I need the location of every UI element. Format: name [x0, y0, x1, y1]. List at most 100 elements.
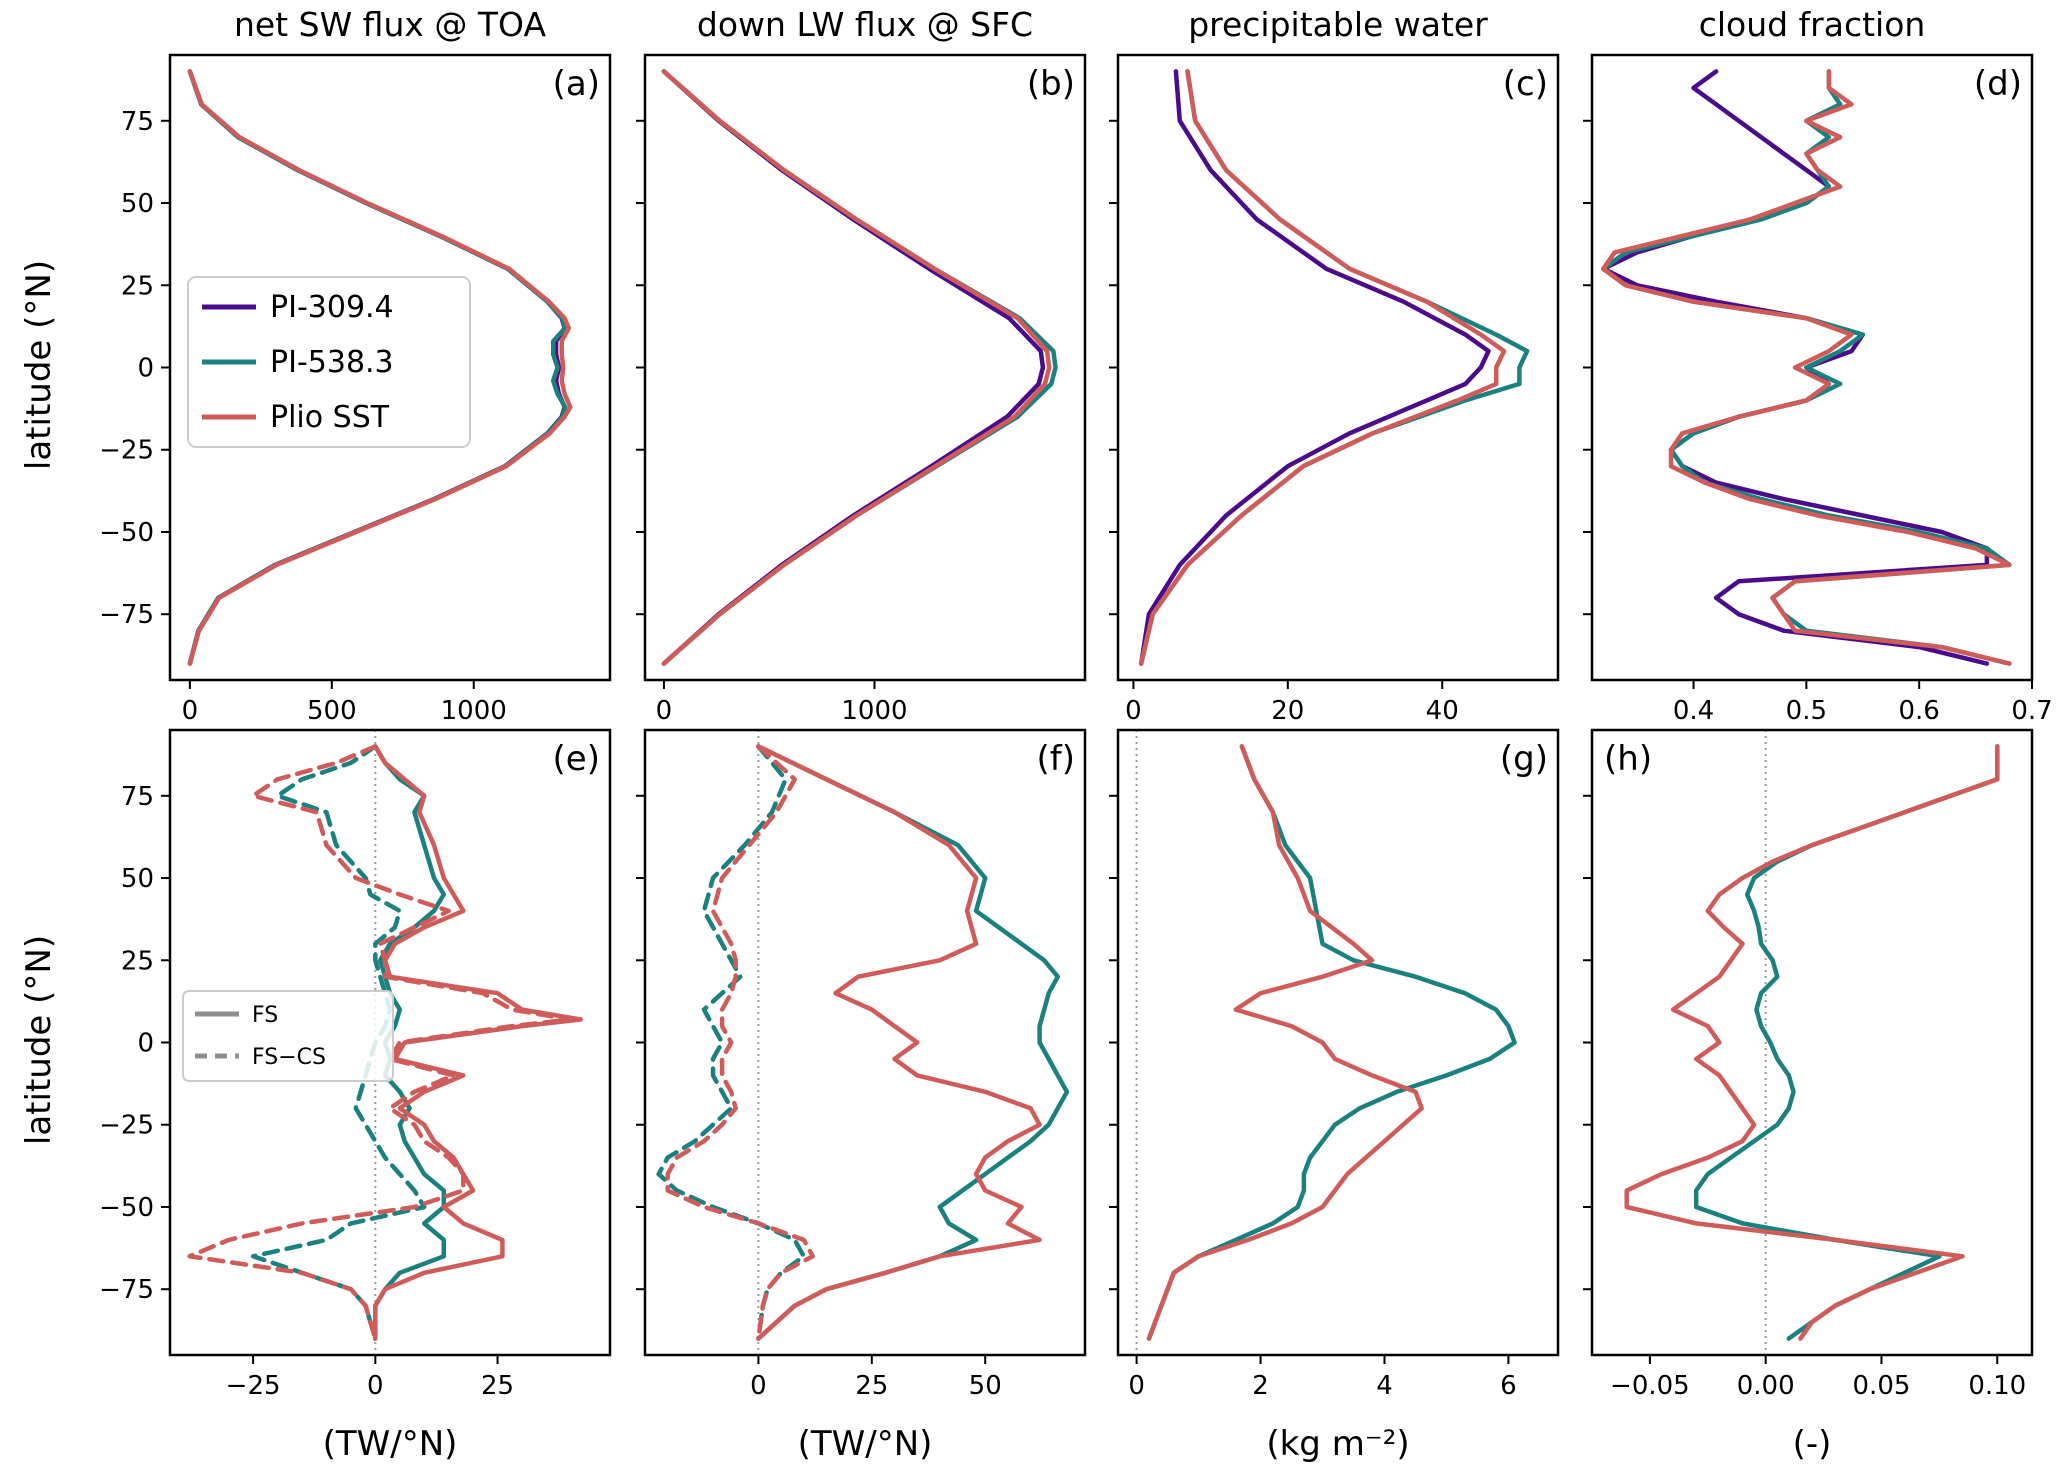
panel-e: 75 50 25 0 −25 −50 −75 −25 0 25 (TW/°N) (e) [99, 728, 612, 1464]
series-h-plio-sst [1624, 744, 2000, 1341]
xtick-label: 0.5 [1786, 696, 1827, 726]
series-e-plio-sst-fs-cs [187, 744, 574, 1341]
panel-label: (c) [1503, 64, 1548, 104]
panel-title: cloud fraction [1699, 5, 1926, 44]
xtick-label: 50 [969, 1371, 1002, 1401]
panel-g: 0 2 4 6 (kg m⁻²) (g) [1109, 728, 1560, 1464]
ytick-label: 0 [137, 354, 154, 384]
xtick-label: 0 [1128, 1371, 1145, 1401]
ytick-label: 75 [121, 107, 154, 137]
panel-f: 0 25 50 (TW/°N) (f) [636, 728, 1087, 1464]
legend-entry: PI-538.3 [270, 345, 394, 380]
xtick-label: 0 [656, 696, 673, 726]
legend-bottom: FS FS−CS [182, 990, 394, 1082]
panel-d: 0.4 0.5 0.6 0.7 cloud fraction (d) [1583, 5, 2053, 726]
panel-label: (b) [1027, 64, 1075, 104]
xtick-label: 500 [307, 696, 357, 726]
xtick-label: −25 [226, 1371, 281, 1401]
ytick-label: −75 [99, 1275, 154, 1305]
xtick-label: 0 [367, 1371, 384, 1401]
ytick-label: 75 [121, 782, 154, 812]
panel-label: (e) [553, 739, 600, 779]
series-h-pi-538-3 [1693, 744, 2000, 1341]
xtick-label: 0.4 [1673, 696, 1714, 726]
xtick-label: 20 [1271, 696, 1304, 726]
xtick-label: 4 [1376, 1371, 1393, 1401]
panel-label: (f) [1037, 739, 1076, 779]
ytick-label: −50 [99, 518, 154, 548]
xtick-label: 25 [481, 1371, 514, 1401]
legend-top: PI-309.4 PI-538.3 Plio SST [187, 276, 471, 448]
ytick-label: −50 [99, 1193, 154, 1223]
series-a-plio-sst [187, 69, 573, 666]
panel-xlabel: (TW/°N) [323, 1424, 458, 1464]
series-f-plio-sst-fs-cs [665, 744, 816, 1341]
series-e-plio-sst-fs [373, 744, 583, 1341]
ytick-label: 25 [121, 946, 154, 976]
series-b-pi-538-3 [661, 69, 1058, 666]
legend-entry: FS [252, 1003, 278, 1028]
series-g-plio-sst [1146, 744, 1424, 1341]
ylabel-top: latitude (°N) [19, 260, 59, 470]
xtick-label: 0 [750, 1371, 767, 1401]
axes-frame [643, 728, 1087, 1357]
xtick-label: 0.05 [1853, 1371, 1911, 1401]
xtick-label: 0 [1125, 696, 1142, 726]
xtick-label: 6 [1500, 1371, 1517, 1401]
xtick-label: 1000 [441, 696, 507, 726]
ytick-label: −25 [99, 1111, 154, 1141]
panel-label: (g) [1500, 739, 1548, 779]
series-c-pi-538-3 [1138, 69, 1530, 666]
xtick-label: 1000 [841, 696, 907, 726]
panel-title: net SW flux @ TOA [234, 5, 546, 44]
panel-b: 0 1000 down LW flux @ SFC (b) [636, 5, 1087, 726]
axes-frame [1116, 728, 1560, 1357]
series-d-plio-sst [1601, 69, 2012, 666]
xtick-label: 0 [182, 696, 199, 726]
ytick-label: 0 [137, 1029, 154, 1059]
xtick-label: 25 [855, 1371, 888, 1401]
ylabel-bottom: latitude (°N) [19, 935, 59, 1145]
ytick-label: 50 [121, 864, 154, 894]
series-f-pi-538-3-fs [756, 744, 1070, 1341]
panel-label: (a) [553, 64, 600, 104]
ytick-label: −25 [99, 436, 154, 466]
series-b-plio-sst [661, 69, 1052, 666]
series-f-pi-538-3-fs-cs [656, 744, 807, 1341]
legend-entry: FS−CS [252, 1045, 326, 1070]
ytick-label: 25 [121, 271, 154, 301]
axes-frame [1590, 728, 2034, 1357]
xtick-label: 0.00 [1737, 1371, 1795, 1401]
axes-frame [643, 53, 1087, 682]
legend-entry: Plio SST [270, 400, 390, 435]
series-b-pi-309-4 [661, 69, 1046, 666]
xtick-label: 0.7 [2011, 696, 2052, 726]
legend-frame [187, 276, 471, 448]
panel-title: precipitable water [1188, 5, 1488, 44]
xtick-label: 0.10 [1968, 1371, 2026, 1401]
panel-c: 0 20 40 precipitable water (c) [1109, 5, 1560, 726]
series-g-pi-538-3 [1146, 744, 1517, 1341]
series-c-pi-309-4 [1138, 69, 1491, 666]
xtick-label: 40 [1426, 696, 1459, 726]
legend-entry: PI-309.4 [270, 290, 394, 325]
ytick-label: 50 [121, 189, 154, 219]
xtick-label: 0.6 [1898, 696, 1939, 726]
xtick-label: 2 [1252, 1371, 1269, 1401]
panel-xlabel: (kg m⁻²) [1266, 1424, 1409, 1464]
axes-frame [1116, 53, 1560, 682]
panel-a: 75 50 25 0 −25 −50 −75 0 500 1000 net SW flux @ TO… [99, 5, 612, 726]
ytick-label: −75 [99, 600, 154, 630]
panel-label: (h) [1604, 739, 1652, 779]
series-f-plio-sst-fs [756, 744, 1042, 1341]
panel-h: −0.05 0.00 0.05 0.10 (-) (h) [1583, 728, 2034, 1464]
panel-xlabel: (TW/°N) [798, 1424, 933, 1464]
panel-label: (d) [1974, 64, 2022, 104]
series-c-plio-sst [1138, 69, 1507, 666]
series-e-pi-538-3-fs-cs [250, 744, 427, 1341]
panel-xlabel: (-) [1793, 1424, 1832, 1464]
xtick-label: −0.05 [1610, 1371, 1690, 1401]
panel-title: down LW flux @ SFC [697, 5, 1033, 44]
